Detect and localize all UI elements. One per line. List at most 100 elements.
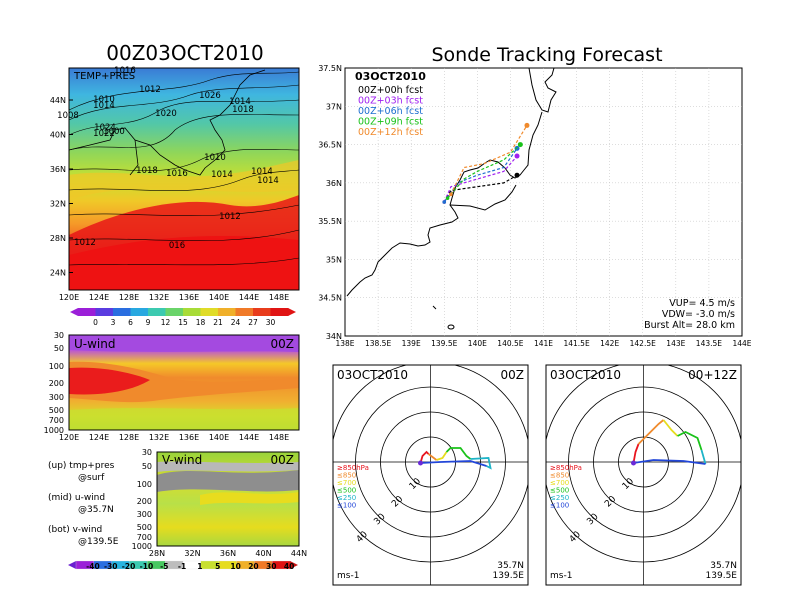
legend-entry: 00Z+06h fcst — [358, 106, 423, 117]
hodo-time: 00+12Z — [688, 368, 737, 382]
lat-tick-label: 35.5N — [318, 217, 342, 226]
colorbar-tick-label: 10 — [230, 562, 240, 571]
pressure-tick-label: 1000 — [44, 426, 64, 435]
right-title: Sonde Tracking Forecast — [431, 44, 662, 66]
hodo-legend-entry: ≤700 — [337, 479, 356, 487]
hodo-legend-entry: ≤500 — [337, 487, 356, 495]
lon-tick-label: 120E — [59, 293, 79, 302]
v-wind-time: 00Z — [271, 453, 295, 467]
colorbar-swatch — [200, 308, 219, 316]
colorbar-arrow-left — [70, 308, 78, 316]
colorbar-tick-label: -30 — [104, 562, 118, 571]
lon-tick-label: 140E — [468, 339, 487, 348]
wind-colorbar: -40 -30 -20 -10 -5 -1 1 5 10 20 30 40 — [68, 560, 298, 571]
note-mid2: @35.7N — [78, 505, 114, 515]
lat-tick-label: 36N — [326, 179, 342, 188]
lon-tick-label: 142E — [600, 339, 619, 348]
isobar-label: 1018 — [136, 166, 158, 176]
lat-tick-label: 40N — [50, 131, 66, 140]
panel1-label: TEMP+PRES — [73, 71, 135, 82]
legend-entry: 00Z+12h fcst — [358, 127, 423, 138]
lon-tick-label: 136E — [179, 433, 199, 442]
pressure-tick-label: 100 — [49, 362, 64, 371]
v-wind-label: V-wind — [162, 453, 202, 467]
track-end-point — [524, 122, 530, 128]
lon-tick-label: 140.5E — [497, 339, 523, 348]
track-end-point — [514, 172, 520, 178]
hodo-trace — [637, 419, 665, 445]
colorbar-tick-label: 1 — [197, 562, 202, 571]
lon-tick-label: 124E — [89, 433, 109, 442]
lon-tick-label: 138.5E — [365, 339, 391, 348]
lon-tick-label: 144E — [239, 293, 259, 302]
isobar-label: 1012 — [139, 85, 161, 95]
hodo-trace — [445, 447, 472, 460]
tracking-map: 37.5N 37N 36.5N 36N 35.5N 35N 34.5N 34N 138E 138… — [318, 64, 752, 348]
track-line — [443, 155, 518, 203]
temp-pressure-panel: TEMP+PRES 101610121010101410081000102210… — [50, 66, 300, 327]
track-start-point — [445, 196, 450, 200]
lon-tick-label: 138E — [335, 339, 354, 348]
panel-notes: (up) tmp+pres @surf (mid) u-wind @35.7N … — [48, 461, 119, 547]
pressure-tick-label: 100 — [137, 480, 152, 489]
hodo-loc-lat: 35.7N — [497, 561, 524, 571]
lon-tick-label: 132E — [149, 293, 169, 302]
colorbar-tick-label: 6 — [128, 318, 133, 327]
legend-entry: 00Z+03h fcst — [358, 96, 423, 107]
lat-tick-label: 28N — [149, 549, 165, 558]
hodo-trace — [427, 453, 438, 461]
hodo-unit: ms-1 — [550, 571, 572, 581]
hodo-legend-entry: ≤500 — [550, 487, 569, 495]
lon-tick-label: 120E — [59, 433, 79, 442]
colorbar-tick-label: 24 — [231, 318, 241, 327]
lat-tick-label: 32N — [50, 200, 66, 209]
hodo-trace — [470, 457, 492, 470]
colorbar-swatch — [253, 308, 271, 316]
colorbar-tick-label: 0 — [93, 318, 98, 327]
legend-entry: 00Z+00h fcst — [358, 85, 423, 96]
colorbar-tick-label: -20 — [122, 562, 136, 571]
isobar-label: 1010 — [93, 95, 115, 105]
lat-tick-label: 32N — [184, 549, 200, 558]
hodo-legend-entry: ≤250 — [550, 494, 569, 502]
colorbar-swatch — [113, 308, 131, 316]
hodo-legend-entry: ≤850 — [550, 472, 569, 480]
note-bot: (bot) v-wind — [48, 525, 102, 535]
hodo-legend-entry: ≤700 — [550, 479, 569, 487]
lat-tick-label: 36N — [220, 549, 236, 558]
isobar-label: 1014 — [93, 101, 115, 111]
hodo-trace — [436, 451, 448, 461]
isobar-label: 1014 — [251, 167, 273, 177]
colorbar-tick-label: -1 — [178, 562, 186, 571]
lon-tick-label: 128E — [119, 293, 139, 302]
pressure-tick-label: 50 — [142, 462, 152, 471]
lon-tick-label: 143.5E — [696, 339, 722, 348]
lon-tick-label: 142.5E — [630, 339, 656, 348]
lon-tick-label: 124E — [89, 293, 109, 302]
isobar-labels: 1016101210101014100810001022102410261014… — [57, 66, 279, 251]
legend-entry: 00Z+09h fcst — [358, 117, 423, 128]
hodo-legend-entry: ≤100 — [550, 502, 569, 510]
lon-tick-label: 143E — [666, 339, 685, 348]
colorbar-tick-label: 20 — [248, 562, 258, 571]
u-wind-time: 00Z — [271, 337, 295, 351]
hodo-date: 03OCT2010 — [337, 368, 408, 382]
lon-tick-label: 140E — [209, 293, 229, 302]
lon-tick-label: 144E — [239, 433, 259, 442]
lat-tick-label: 40N — [255, 549, 271, 558]
isobar-label: 016 — [169, 241, 185, 251]
isobar-label: 1014 — [229, 97, 251, 107]
track-end-point — [517, 142, 523, 148]
hodo-time: 00Z — [501, 368, 525, 382]
colorbar-tick-label: 9 — [146, 318, 151, 327]
isobar-label: 1020 — [155, 109, 177, 119]
pressure-tick-label: 700 — [49, 416, 64, 425]
colorbar-tick-label: -5 — [160, 562, 168, 571]
isobar-label: 1016 — [114, 66, 136, 76]
isobar-label: 1012 — [219, 212, 241, 222]
note-mid: (mid) u-wind — [48, 493, 105, 503]
colorbar-arrow-left — [68, 561, 76, 569]
